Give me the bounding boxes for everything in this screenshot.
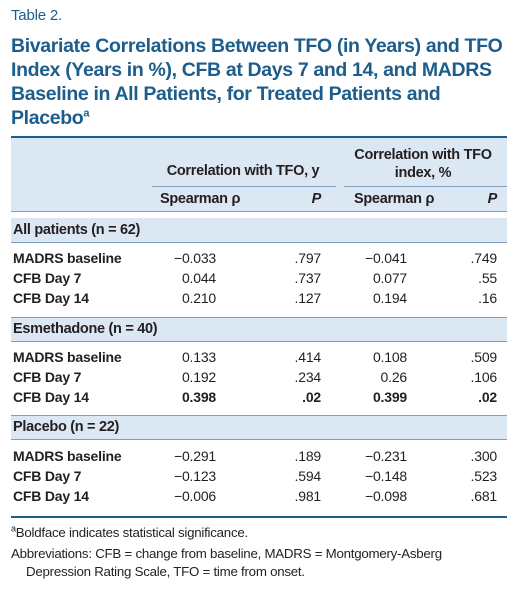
table-cell-p2: .681 xyxy=(470,488,498,504)
table-cell-s1: 0.133 xyxy=(181,349,216,365)
row-label: CFB Day 7 xyxy=(13,369,82,385)
section-rule xyxy=(11,341,507,342)
table-cell-s2: −0.098 xyxy=(364,488,407,504)
table-cell-s2: 0.108 xyxy=(372,349,407,365)
header-spearman-1: Spearman ρ xyxy=(160,191,241,207)
row-label: MADRS baseline xyxy=(13,250,122,266)
footnote-abbrev-line1: Abbreviations: CFB = change from baselin… xyxy=(11,546,442,561)
section-label: Placebo (n = 22) xyxy=(13,419,120,435)
table-cell-s2: 0.194 xyxy=(372,290,407,306)
table-cell-s2: −0.041 xyxy=(364,250,407,266)
row-label: MADRS baseline xyxy=(13,349,122,365)
header-group-rule-1 xyxy=(152,186,336,187)
footnote-a: aBoldface indicates statistical signific… xyxy=(11,523,248,540)
table-cell-p1: .189 xyxy=(294,448,322,464)
section-rule xyxy=(11,439,507,440)
table-cell-p1: .797 xyxy=(294,250,322,266)
table-title: Bivariate Correlations Between TFO (in Y… xyxy=(11,34,507,130)
table-cell-s2: 0.26 xyxy=(380,369,408,385)
header-group-tfo-index: Correlation with TFO index, % xyxy=(340,146,506,182)
table-cell-s1: −0.123 xyxy=(173,468,216,484)
table-cell-s1: 0.044 xyxy=(181,270,216,286)
row-label: CFB Day 7 xyxy=(13,270,82,286)
section-rule xyxy=(11,242,507,243)
section-band xyxy=(11,415,507,439)
footnote-a-marker: a xyxy=(11,523,16,534)
table-bottom-rule xyxy=(11,516,507,518)
table-cell-s1: −0.006 xyxy=(173,488,216,504)
table-cell-p2: .55 xyxy=(478,270,497,286)
table-cell-p1: .02 xyxy=(302,389,321,405)
table-cell-s1: −0.291 xyxy=(173,448,216,464)
header-p-1: P xyxy=(311,191,322,207)
table-cell-s2: −0.231 xyxy=(364,448,407,464)
section-band xyxy=(11,317,507,341)
header-group-tfo: Correlation with TFO, y xyxy=(166,163,320,179)
header-bottom-rule xyxy=(11,211,507,212)
table-cell-p2: .300 xyxy=(470,448,498,464)
section-label: Esmethadone (n = 40) xyxy=(13,321,158,337)
title-footnote-marker: a xyxy=(83,107,90,120)
table-cell-p1: .414 xyxy=(294,349,322,365)
header-group-rule-2 xyxy=(344,186,507,187)
table-cell-p1: .594 xyxy=(294,468,322,484)
header-group-tfo-index-line2: index, % xyxy=(394,165,452,181)
row-label: CFB Day 7 xyxy=(13,468,82,484)
table-cell-s1: 0.192 xyxy=(181,369,216,385)
table-label: Table 2. xyxy=(11,7,62,24)
table-cell-s2: 0.077 xyxy=(372,270,407,286)
table-cell-s2: 0.399 xyxy=(372,389,407,405)
row-label: CFB Day 14 xyxy=(13,389,89,405)
header-group-tfo-index-line1: Correlation with TFO xyxy=(354,147,492,163)
row-label: MADRS baseline xyxy=(13,448,122,464)
table-cell-p2: .02 xyxy=(478,389,497,405)
table-cell-s1: 0.210 xyxy=(181,290,216,306)
section-rule xyxy=(11,415,507,416)
row-label: CFB Day 14 xyxy=(13,488,89,504)
table-cell-p1: .737 xyxy=(294,270,322,286)
table-cell-p2: .106 xyxy=(470,369,498,385)
table-cell-p1: .234 xyxy=(294,369,322,385)
table-cell-p2: .16 xyxy=(478,290,497,306)
header-spearman-2: Spearman ρ xyxy=(354,191,435,207)
title-text: Bivariate Correlations Between TFO (in Y… xyxy=(11,35,503,129)
header-p-2: P xyxy=(487,191,498,207)
table-cell-s1: −0.033 xyxy=(173,250,216,266)
table-cell-p1: .127 xyxy=(294,290,322,306)
row-label: CFB Day 14 xyxy=(13,290,89,306)
table-top-rule xyxy=(11,136,507,138)
table-cell-p2: .749 xyxy=(470,250,498,266)
table-header-band xyxy=(11,138,507,211)
footnote-abbrev-line2: Depression Rating Scale, TFO = time from… xyxy=(26,564,305,579)
table-cell-s1: 0.398 xyxy=(181,389,216,405)
table-cell-p2: .523 xyxy=(470,468,498,484)
footnote-a-text: Boldface indicates statistical significa… xyxy=(15,525,248,540)
table-cell-s2: −0.148 xyxy=(364,468,407,484)
section-rule xyxy=(11,317,507,318)
table-cell-p1: .981 xyxy=(294,488,322,504)
section-label: All patients (n = 62) xyxy=(13,222,141,238)
section-band xyxy=(11,218,507,242)
table-cell-p2: .509 xyxy=(470,349,498,365)
